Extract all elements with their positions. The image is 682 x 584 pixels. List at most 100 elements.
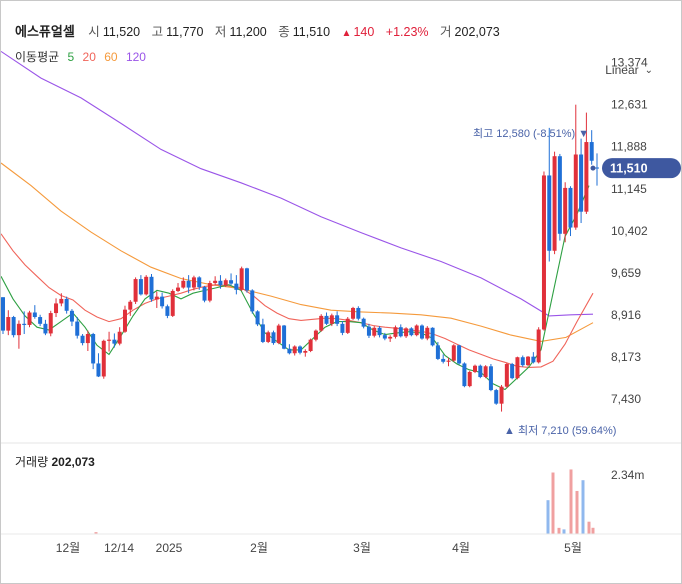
candle-body: [377, 327, 382, 336]
volume-bar: [94, 532, 98, 534]
y-tick-label: 8,173: [611, 350, 641, 364]
min-price-annotation: ▲ 최저 7,210 (59.64%): [504, 424, 616, 437]
candle-body: [128, 301, 133, 310]
candle-body: [303, 350, 308, 353]
candle-body: [536, 329, 541, 363]
candle-body: [340, 323, 345, 333]
candle-body: [91, 334, 96, 364]
candle-body: [186, 280, 191, 288]
candle-body: [547, 175, 552, 251]
candle-body: [218, 280, 223, 286]
candle-body: [552, 156, 557, 251]
candle-body: [122, 309, 127, 332]
y-tick-label: 7,430: [611, 392, 641, 406]
current-price-tag: [602, 158, 681, 179]
candle-body: [345, 318, 350, 333]
candle-body: [69, 310, 74, 322]
volume-bar: [581, 480, 585, 534]
x-tick-label: 5월: [564, 541, 582, 555]
candle-body: [32, 312, 37, 318]
candle-body: [170, 290, 175, 316]
scale-mode-dropdown[interactable]: Linear ⌄: [605, 63, 653, 77]
y-tick-label: 8,916: [611, 308, 641, 322]
candle-body: [361, 318, 366, 327]
candle-body: [589, 142, 594, 161]
candle-body: [414, 325, 419, 336]
candle-body: [520, 357, 525, 366]
ma-legend-20[interactable]: 20: [82, 50, 96, 64]
candle-body: [260, 324, 265, 342]
candle-body: [419, 325, 424, 339]
volume-axis-label: 2.34m: [611, 468, 644, 482]
volume-bar: [551, 472, 555, 534]
candle-body: [213, 280, 218, 284]
candle-body: [112, 339, 117, 344]
low-value: 11,200: [229, 25, 267, 39]
volume-value: 202,073: [454, 25, 500, 39]
close-value: 11,510: [292, 25, 331, 39]
candle-body: [266, 332, 271, 342]
candle-body: [409, 328, 414, 336]
candle-body: [48, 313, 53, 334]
y-tick-label: 13,374: [611, 56, 648, 70]
ma-legend-label: 이동평균: [15, 50, 60, 64]
candle-body: [38, 317, 43, 324]
candle-body: [504, 364, 509, 387]
candle-body: [160, 296, 165, 307]
candle-body: [467, 371, 472, 387]
candle-body: [319, 315, 324, 331]
candle-body: [1, 297, 5, 331]
candle-body: [6, 317, 11, 331]
candle-body: [579, 154, 584, 212]
ma-legend-5[interactable]: 5: [67, 50, 75, 64]
candle-body: [568, 187, 573, 228]
candle-body: [563, 187, 568, 234]
candle-body: [584, 142, 589, 212]
candle-body: [382, 335, 387, 339]
candle-body: [451, 345, 456, 361]
candle-body: [324, 315, 329, 324]
candle-body: [22, 323, 27, 325]
volume-bar: [569, 469, 573, 534]
candle-body: [16, 323, 21, 336]
candle-body: [144, 276, 149, 295]
candle-body: [366, 326, 371, 336]
candle-body: [244, 268, 249, 291]
change-pct: +1.23%: [385, 25, 429, 39]
y-tick-label: 11,145: [611, 182, 647, 196]
candle-body: [64, 298, 69, 311]
candle-body: [80, 335, 85, 344]
candle-body: [313, 330, 318, 340]
candle-body: [133, 279, 138, 302]
up-triangle-icon: ▲: [341, 28, 352, 39]
ma-legend-60[interactable]: 60: [104, 50, 118, 64]
ma20-line: [1, 233, 594, 368]
candle-body: [149, 276, 154, 300]
volume-bar: [575, 490, 579, 534]
volume-panel-value: 202,073: [51, 455, 95, 469]
candle-body: [197, 277, 202, 288]
candle-body: [117, 331, 122, 344]
candle-body: [75, 321, 80, 336]
candle-body: [27, 312, 32, 325]
candle-body: [425, 327, 430, 339]
candle-body: [202, 287, 207, 301]
candle-body: [287, 348, 292, 354]
candle-body: [488, 366, 493, 391]
candle-body: [462, 363, 467, 387]
candle-body: [207, 283, 212, 301]
candle-body: [308, 339, 313, 351]
volume-bar: [591, 527, 595, 534]
ma-legend-120[interactable]: 120: [125, 50, 146, 64]
candle-body: [96, 363, 101, 377]
open-value: 11,520: [102, 25, 141, 39]
candle-body: [404, 328, 409, 337]
x-tick-label: 2025: [156, 541, 183, 555]
volume-bar: [546, 500, 550, 534]
y-tick-label: 12,631: [611, 98, 648, 112]
open-label: 시: [88, 25, 100, 39]
candle-body: [557, 156, 562, 234]
candle-body: [59, 298, 64, 304]
volume-bar: [557, 527, 561, 534]
